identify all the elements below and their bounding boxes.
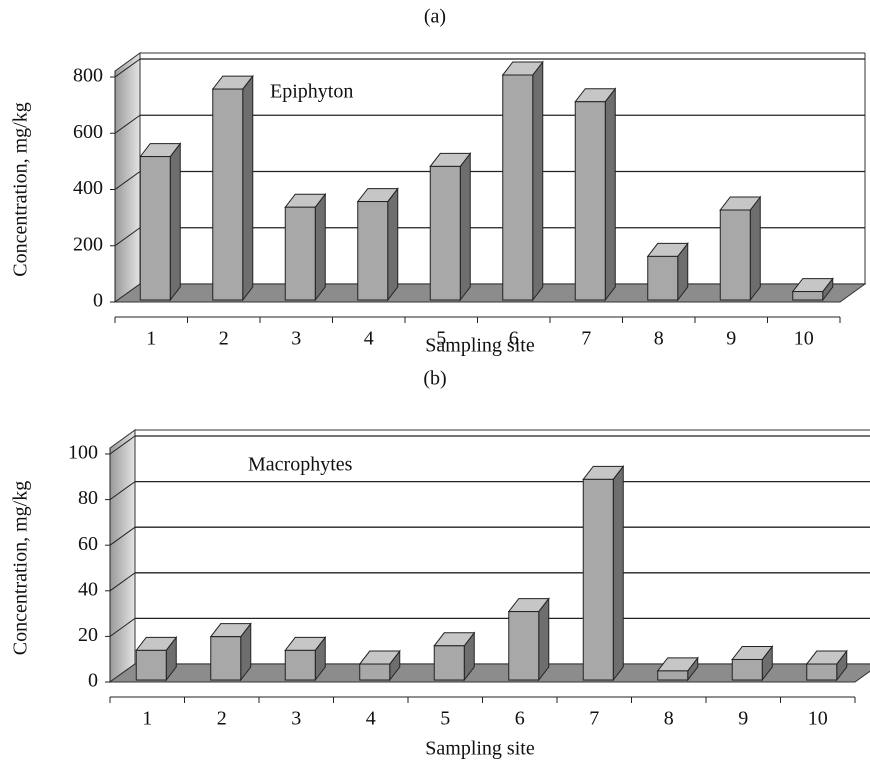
x-tick-label: 10 [808,708,828,730]
x-tick-label: 1 [142,708,152,730]
x-tick-label: 9 [738,708,748,730]
grid-line [114,114,141,134]
grid-line [109,617,136,637]
y-tick-label: 0 [88,670,98,692]
y-tick-label: 0 [93,290,103,312]
bar-side [459,151,471,302]
bar-side [612,464,624,682]
bar [731,658,763,681]
grid-line [109,481,136,501]
bar-side [387,187,399,302]
x-tick-label: 7 [581,328,591,350]
bar-side [538,597,550,682]
left-wall [114,52,141,303]
grid-line [114,171,141,190]
bar [502,74,534,301]
bar-side [532,60,544,302]
bar-side [314,192,326,302]
bar [139,156,171,301]
x-tick-label: 2 [219,328,229,350]
y-tick-label: 80 [78,487,98,509]
bar [647,255,679,301]
x-tick-label: 1 [146,328,156,350]
bar [792,291,824,301]
y-tick-label: 40 [78,578,98,600]
bar [657,670,689,681]
y-tick-label: 20 [78,624,98,646]
grid-line [109,572,136,592]
grid-line [109,526,136,546]
bar [135,649,167,681]
chart-title: (a) [424,6,446,28]
bar [806,663,838,681]
bar [574,101,606,301]
x-axis-label: Sampling site [425,335,535,357]
bar [508,611,540,681]
y-axis-label: Concentration, mg/kg [10,481,32,655]
bar-side [749,195,761,302]
bar [357,201,389,301]
x-tick-label: 10 [794,328,814,350]
x-tick-label: 7 [589,708,599,730]
left-wall [109,429,136,683]
bar [284,649,316,681]
x-tick-label: 4 [366,708,376,730]
x-tick-label: 8 [654,328,664,350]
x-tick-label: 8 [664,708,674,730]
bar-side [242,74,254,302]
annotation: Macrophytes [248,454,353,476]
x-tick-label: 6 [515,708,525,730]
bar [429,165,461,301]
x-tick-label: 3 [291,708,301,730]
grid-line [114,58,141,78]
x-axis-label: Sampling site [425,738,535,760]
chart-title: (b) [423,368,446,390]
bar [582,478,614,681]
x-tick-label: 6 [509,328,519,350]
grid-line [114,227,141,247]
y-axis-label: Concentration, mg/kg [10,102,32,276]
x-tick-label: 5 [436,328,446,350]
bar-side [169,142,181,302]
annotation: Epiphyton [270,81,353,103]
y-tick-label: 400 [73,177,103,199]
bar [359,663,391,681]
bar [719,209,751,301]
y-tick-label: 800 [73,65,103,87]
y-tick-label: 600 [73,121,103,143]
grid-line [109,435,136,455]
y-tick-label: 100 [68,442,98,464]
y-tick-label: 200 [73,233,103,255]
bar [212,88,244,301]
x-tick-label: 4 [364,328,374,350]
bar [210,636,242,681]
y-tick-label: 60 [78,533,98,555]
bar-side [604,87,616,302]
bar [433,645,465,681]
x-tick-label: 9 [726,328,736,350]
x-tick-label: 2 [217,708,227,730]
x-tick-label: 5 [440,708,450,730]
bar [284,206,316,301]
x-tick-label: 3 [291,328,301,350]
